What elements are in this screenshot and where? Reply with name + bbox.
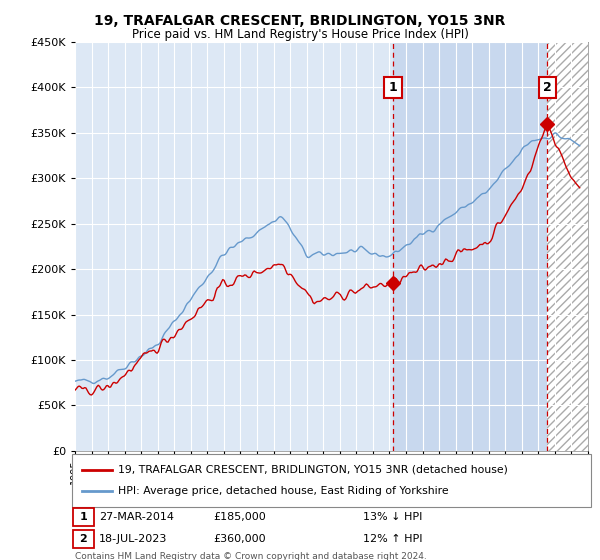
Bar — [393, 42, 547, 451]
Text: HPI: Average price, detached house, East Riding of Yorkshire: HPI: Average price, detached house, East… — [118, 486, 449, 496]
Text: £360,000: £360,000 — [213, 534, 266, 544]
Text: 13% ↓ HPI: 13% ↓ HPI — [363, 512, 422, 522]
Text: 1: 1 — [389, 81, 398, 94]
Text: £185,000: £185,000 — [213, 512, 266, 522]
Text: 18-JUL-2023: 18-JUL-2023 — [99, 534, 167, 544]
Text: 1: 1 — [80, 512, 87, 522]
Text: 27-MAR-2014: 27-MAR-2014 — [99, 512, 174, 522]
Text: Contains HM Land Registry data © Crown copyright and database right 2024.
This d: Contains HM Land Registry data © Crown c… — [75, 552, 427, 560]
Bar — [547, 42, 588, 451]
Text: Price paid vs. HM Land Registry's House Price Index (HPI): Price paid vs. HM Land Registry's House … — [131, 28, 469, 41]
Text: 2: 2 — [543, 81, 551, 94]
Text: 12% ↑ HPI: 12% ↑ HPI — [363, 534, 422, 544]
Bar — [547, 42, 588, 451]
Text: 19, TRAFALGAR CRESCENT, BRIDLINGTON, YO15 3NR (detached house): 19, TRAFALGAR CRESCENT, BRIDLINGTON, YO1… — [118, 465, 508, 475]
Text: 19, TRAFALGAR CRESCENT, BRIDLINGTON, YO15 3NR: 19, TRAFALGAR CRESCENT, BRIDLINGTON, YO1… — [94, 14, 506, 28]
Text: 2: 2 — [80, 534, 87, 544]
